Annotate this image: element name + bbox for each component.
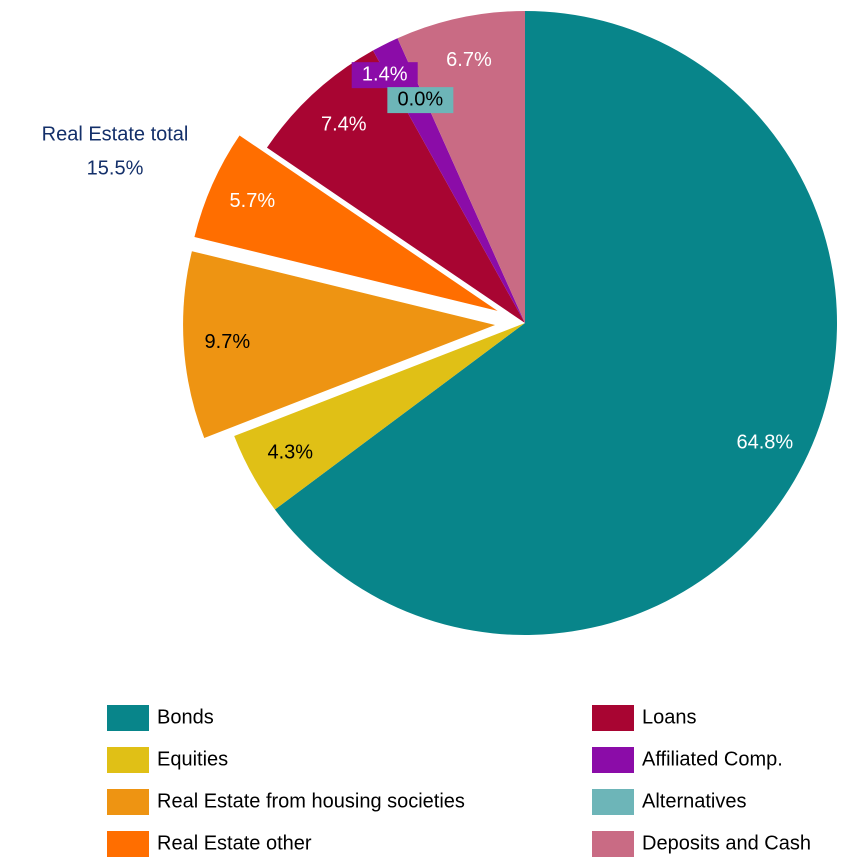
legend-label: Real Estate other (157, 832, 312, 854)
data-label: 7.4% (321, 113, 367, 135)
legend-swatch (592, 831, 634, 857)
pie-slice (194, 135, 498, 311)
annotation: 15.5% (87, 157, 144, 179)
legend-swatch (107, 831, 149, 857)
data-label: 5.7% (230, 190, 276, 212)
legend-swatch (592, 747, 634, 773)
legend-label: Alternatives (642, 790, 747, 812)
legend-swatch (107, 789, 149, 815)
legend-label: Loans (642, 706, 697, 728)
legend-label: Equities (157, 748, 228, 770)
legend-label: Deposits and Cash (642, 832, 811, 854)
annotation: Real Estate total (42, 123, 189, 145)
label-box (387, 87, 454, 114)
pie-slice (274, 11, 837, 635)
data-label: 64.8% (736, 432, 793, 454)
data-label: 9.7% (205, 331, 251, 353)
pie-slice (183, 251, 496, 439)
data-label: 0.0% (398, 88, 444, 110)
legend-swatch (107, 705, 149, 731)
legend-label: Bonds (157, 706, 214, 728)
data-label: 6.7% (446, 49, 492, 71)
data-label: 4.3% (267, 441, 313, 463)
legend-swatch (592, 789, 634, 815)
data-label: 1.4% (362, 63, 408, 85)
legend-label: Real Estate from housing societies (157, 790, 465, 812)
pie-slice (234, 323, 525, 510)
label-box (351, 62, 418, 89)
legend-swatch (107, 747, 149, 773)
pie-slice (266, 50, 525, 323)
legend-label: Affiliated Comp. (642, 748, 783, 770)
legend-swatch (592, 705, 634, 731)
